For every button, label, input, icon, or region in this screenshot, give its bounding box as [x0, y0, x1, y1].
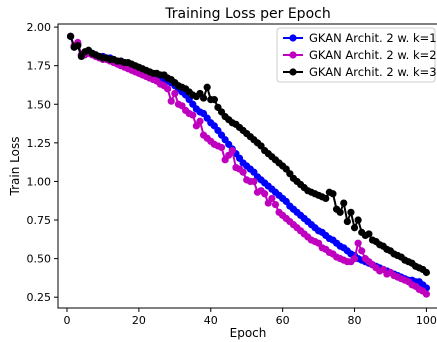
data-point — [271, 200, 280, 209]
legend: GKAN Archit. 2 w. k=1 GKAN Archit. 2 w. k… — [276, 27, 437, 83]
data-point — [196, 117, 204, 125]
x-tick-label: 0 — [63, 314, 70, 327]
data-point — [340, 199, 348, 207]
legend-swatch-marker — [289, 68, 297, 76]
y-tick-label: 2.00 — [27, 21, 52, 34]
data-point — [228, 146, 236, 155]
x-axis: 0 20 40 60 80 100 — [63, 308, 437, 327]
legend-swatch-marker — [289, 51, 297, 59]
plot-frame — [57, 23, 437, 309]
data-point — [350, 224, 359, 232]
data-point — [329, 190, 337, 198]
y-tick-label: 0.50 — [27, 253, 52, 266]
data-point — [365, 230, 373, 238]
legend-label: GKAN Archit. 2 w. k=2 — [309, 48, 437, 62]
chart-title: Training Loss per Epoch — [164, 6, 330, 22]
data-point — [347, 208, 355, 216]
data-point — [189, 111, 197, 119]
data-point — [422, 290, 431, 298]
legend-box — [276, 27, 436, 83]
data-point — [217, 143, 226, 152]
series-3 — [66, 32, 431, 277]
data-point — [74, 42, 82, 50]
data-point — [250, 177, 258, 186]
y-axis: 0.25 0.50 0.75 1.00 1.25 1.50 1.75 2.00 — [27, 21, 58, 304]
data-point — [354, 239, 362, 247]
legend-item: GKAN Archit. 2 w. k=2 — [283, 48, 437, 62]
data-point — [354, 216, 362, 224]
x-tick-label: 100 — [416, 314, 437, 327]
legend-item: GKAN Archit. 2 w. k=1 — [283, 31, 437, 45]
data-point — [199, 94, 208, 102]
x-tick-label: 60 — [276, 314, 290, 327]
data-point — [336, 208, 344, 216]
y-axis-label: Train Loss — [8, 137, 22, 197]
x-tick-label: 80 — [348, 314, 362, 327]
data-point — [171, 89, 179, 98]
legend-label: GKAN Archit. 2 w. k=3 — [309, 65, 437, 79]
x-tick-label: 40 — [204, 314, 218, 327]
y-tick-label: 0.75 — [27, 214, 52, 227]
data-point — [350, 255, 359, 263]
data-point — [239, 168, 247, 176]
data-point — [261, 190, 269, 198]
data-point — [358, 247, 366, 255]
data-point — [164, 85, 172, 93]
y-tick-label: 1.25 — [27, 137, 52, 150]
x-tick-label: 20 — [132, 314, 146, 327]
data-point — [343, 217, 351, 226]
x-axis-label: Epoch — [230, 326, 267, 340]
legend-item: GKAN Archit. 2 w. k=3 — [283, 65, 437, 79]
data-point — [167, 97, 175, 105]
data-point — [203, 83, 211, 91]
data-point — [268, 194, 276, 203]
plot-area — [66, 32, 431, 298]
legend-label: GKAN Archit. 2 w. k=1 — [309, 31, 437, 45]
data-point — [210, 96, 218, 104]
y-tick-label: 0.25 — [27, 291, 52, 304]
data-point — [322, 194, 330, 203]
y-tick-label: 1.75 — [27, 60, 52, 73]
data-point — [422, 268, 431, 277]
y-tick-label: 1.00 — [27, 175, 52, 188]
legend-swatch-marker — [289, 34, 297, 42]
y-tick-label: 1.50 — [27, 98, 52, 111]
data-point — [66, 32, 75, 40]
